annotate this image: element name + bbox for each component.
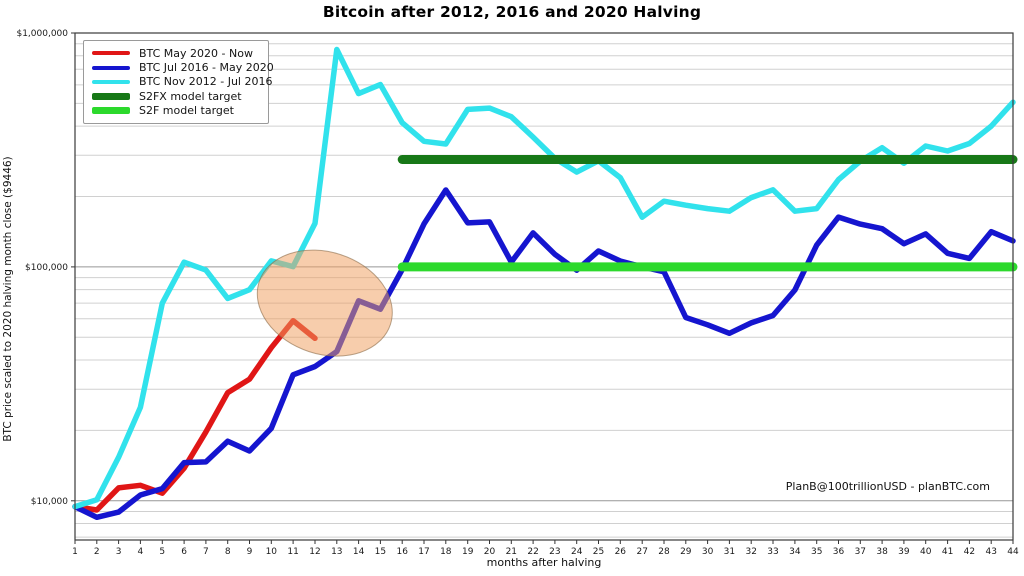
legend-label: S2F model target xyxy=(139,104,234,118)
svg-text:19: 19 xyxy=(462,547,474,557)
svg-text:25: 25 xyxy=(593,547,604,557)
x-axis-title: months after halving xyxy=(486,556,602,569)
svg-text:36: 36 xyxy=(833,547,845,557)
svg-text:42: 42 xyxy=(964,547,975,557)
svg-text:14: 14 xyxy=(353,547,365,557)
svg-text:23: 23 xyxy=(549,547,560,557)
legend-box: BTC May 2020 - Now BTC Jul 2016 - May 20… xyxy=(83,40,274,124)
svg-text:4: 4 xyxy=(138,547,144,557)
svg-text:1: 1 xyxy=(72,547,78,557)
svg-text:24: 24 xyxy=(571,547,583,557)
legend-label: BTC Nov 2012 - Jul 2016 xyxy=(139,75,273,89)
svg-text:10: 10 xyxy=(266,547,278,557)
svg-text:32: 32 xyxy=(745,547,756,557)
line-btc-nov-2012-jul-2016 xyxy=(72,46,1016,510)
svg-text:27: 27 xyxy=(636,547,647,557)
svg-text:15: 15 xyxy=(375,547,386,557)
svg-text:43: 43 xyxy=(985,547,996,557)
legend-item-btc-nov-2012: BTC Nov 2012 - Jul 2016 xyxy=(92,75,272,89)
svg-text:31: 31 xyxy=(724,547,735,557)
svg-text:5: 5 xyxy=(159,547,165,557)
svg-text:28: 28 xyxy=(658,547,670,557)
svg-text:2: 2 xyxy=(94,547,100,557)
svg-text:11: 11 xyxy=(287,547,298,557)
x-tick-labels: 1 2 3 4 5 6 7 8 9 10 11 12 13 14 15 16 17 18 19 20 21 22 23 24 2… xyxy=(72,540,1019,557)
svg-text:29: 29 xyxy=(680,547,692,557)
svg-text:13: 13 xyxy=(331,547,342,557)
highlight-ellipse xyxy=(256,249,393,357)
svg-text:$100,000: $100,000 xyxy=(25,263,68,273)
plot-border xyxy=(74,32,1014,541)
legend-swatch-blue-line xyxy=(92,65,130,70)
svg-text:$1,000,000: $1,000,000 xyxy=(16,29,68,39)
legend-item-s2f-target: S2F model target xyxy=(92,104,260,118)
legend-swatch-cyan-line xyxy=(92,79,130,84)
svg-text:7: 7 xyxy=(203,547,209,557)
legend-item-btc-jul-2016: BTC Jul 2016 - May 2020 xyxy=(92,60,274,74)
svg-text:9: 9 xyxy=(247,547,253,557)
svg-text:26: 26 xyxy=(615,547,627,557)
svg-text:6: 6 xyxy=(181,547,187,557)
y-tick-labels: $1,000,000 $100,000 $10,000 xyxy=(16,29,75,507)
svg-text:3: 3 xyxy=(116,547,122,557)
svg-text:12: 12 xyxy=(309,547,320,557)
minor-gridlines xyxy=(75,43,1013,538)
svg-text:38: 38 xyxy=(876,547,888,557)
svg-text:33: 33 xyxy=(767,547,778,557)
svg-text:41: 41 xyxy=(942,547,953,557)
legend-label: BTC Jul 2016 - May 2020 xyxy=(139,61,274,75)
legend-item-s2fx-target: S2FX model target xyxy=(92,89,260,103)
svg-text:22: 22 xyxy=(527,547,538,557)
legend-swatch-darkgreen-line xyxy=(92,92,130,100)
legend-item-btc-may-2020: BTC May 2020 - Now xyxy=(92,46,260,60)
legend-label: S2FX model target xyxy=(139,89,242,103)
svg-text:30: 30 xyxy=(702,547,714,557)
legend-swatch-red-line xyxy=(92,51,130,56)
svg-text:21: 21 xyxy=(506,547,517,557)
svg-text:34: 34 xyxy=(789,547,801,557)
svg-text:39: 39 xyxy=(898,547,910,557)
svg-text:35: 35 xyxy=(811,547,822,557)
svg-text:17: 17 xyxy=(418,547,429,557)
chart-title: Bitcoin after 2012, 2016 and 2020 Halvin… xyxy=(322,3,702,21)
line-btc-jul-2016-may-2020 xyxy=(72,187,1016,521)
svg-text:20: 20 xyxy=(484,547,496,557)
svg-text:8: 8 xyxy=(225,547,231,557)
legend-swatch-green-line xyxy=(92,107,130,115)
svg-text:16: 16 xyxy=(396,547,408,557)
svg-text:$10,000: $10,000 xyxy=(31,497,68,507)
legend-label: BTC May 2020 - Now xyxy=(139,46,253,60)
watermark-text: PlanB@100trillionUSD - planBTC.com xyxy=(785,480,990,493)
svg-text:44: 44 xyxy=(1007,547,1019,557)
svg-text:40: 40 xyxy=(920,547,932,557)
svg-text:37: 37 xyxy=(855,547,866,557)
line-btc-may-2020-now xyxy=(72,317,318,513)
svg-text:18: 18 xyxy=(440,547,452,557)
